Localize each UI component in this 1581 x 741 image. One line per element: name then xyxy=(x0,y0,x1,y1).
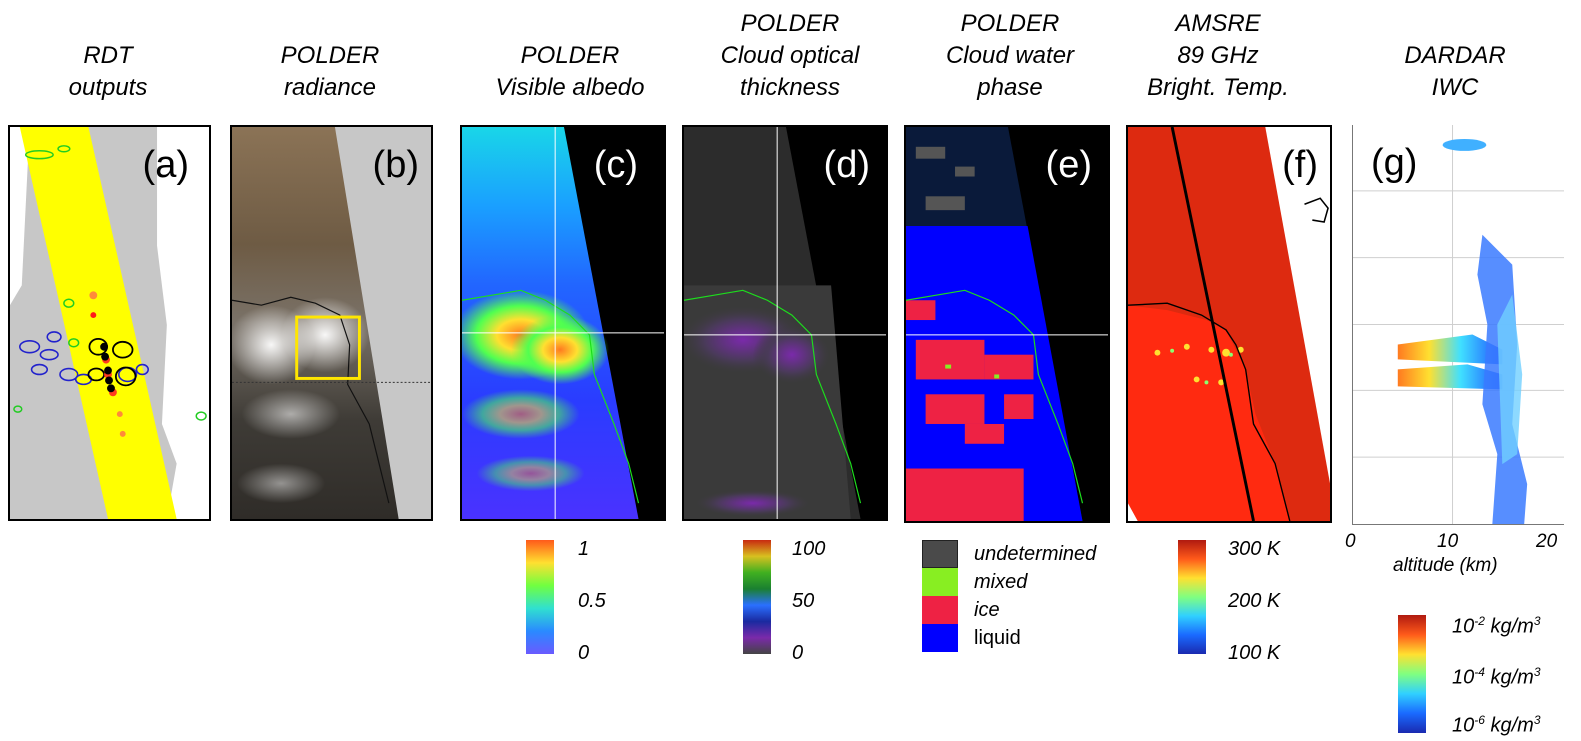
iwc-colorbar xyxy=(1398,615,1426,733)
altitude-tick-0: 0 xyxy=(1345,531,1356,552)
bt-image xyxy=(1128,127,1330,521)
title-polder-radiance: POLDER radiance xyxy=(280,42,380,101)
panel-d-label: (d) xyxy=(823,144,870,186)
bt-tick-300: 300 K xyxy=(1228,538,1281,560)
panel-c-visible-albedo: (c) xyxy=(460,125,666,521)
title-rdt-outputs: RDT outputs xyxy=(68,42,148,101)
legend-label-liquid: liquid xyxy=(974,627,1021,649)
altitude-tick-10: 10 xyxy=(1437,531,1459,552)
title-polder-albedo: POLDER Visible albedo xyxy=(495,42,645,101)
iwc-tick-1e-6: 10-6 kg/m3 xyxy=(1452,713,1541,737)
bt-colorbar xyxy=(1178,540,1206,654)
panel-d-cloud-optical-thickness: (d) xyxy=(682,125,888,521)
panel-a-label: (a) xyxy=(142,144,189,186)
iwc-tick-1e-2: 10-2 kg/m3 xyxy=(1452,614,1541,638)
altitude-tick-20: 20 xyxy=(1536,531,1558,552)
bt-tick-100: 100 K xyxy=(1228,642,1281,664)
panel-e-label: (e) xyxy=(1045,144,1092,186)
legend-label-mixed: mixed xyxy=(974,571,1028,593)
legend-swatch-liquid xyxy=(922,624,958,652)
cot-tick-0: 0 xyxy=(792,642,804,664)
panel-g-label: (g) xyxy=(1371,142,1418,184)
legend-swatch-ice xyxy=(922,596,958,624)
bt-tick-200: 200 K xyxy=(1228,590,1281,612)
title-amsre: AMSRE 89 GHz Bright. Temp. xyxy=(1147,10,1289,101)
panel-c-label: (c) xyxy=(593,144,638,186)
albedo-tick-0: 0 xyxy=(578,642,590,664)
cot-image xyxy=(684,127,886,519)
panel-f-amsre-brightness-temperature: (f) xyxy=(1126,125,1332,523)
legend-swatch-mixed xyxy=(922,568,958,596)
panel-e-cloud-water-phase: (e) xyxy=(904,125,1110,523)
title-polder-cot: POLDER Cloud optical thickness xyxy=(720,10,860,101)
panel-a-rdt-outputs: (a) xyxy=(8,125,211,521)
iwc-profile xyxy=(1353,125,1564,524)
cot-colorbar xyxy=(743,540,771,654)
legend-label-undetermined: undetermined xyxy=(974,543,1097,565)
albedo-tick-05: 0.5 xyxy=(578,590,606,612)
cot-tick-50: 50 xyxy=(792,590,815,612)
phase-image xyxy=(906,127,1108,521)
albedo-colorbar xyxy=(526,540,554,654)
panel-f-label: (f) xyxy=(1282,144,1318,186)
legend-swatch-undetermined xyxy=(922,540,958,568)
iwc-tick-1e-4: 10-4 kg/m3 xyxy=(1452,665,1541,689)
panel-b-label: (b) xyxy=(372,144,419,186)
altitude-axis-label: altitude (km) xyxy=(1393,555,1498,576)
title-dardar: DARDAR IWC xyxy=(1404,42,1506,101)
rdt-map xyxy=(10,127,209,519)
panel-b-polder-radiance: (b) xyxy=(230,125,433,521)
albedo-tick-1: 1 xyxy=(578,538,590,560)
title-polder-phase: POLDER Cloud water phase xyxy=(945,10,1075,101)
panel-g-dardar-iwc: (g) xyxy=(1352,125,1564,525)
radiance-image xyxy=(232,127,431,519)
cot-tick-100: 100 xyxy=(792,538,826,560)
legend-label-ice: ice xyxy=(974,599,1000,621)
albedo-image xyxy=(462,127,664,519)
